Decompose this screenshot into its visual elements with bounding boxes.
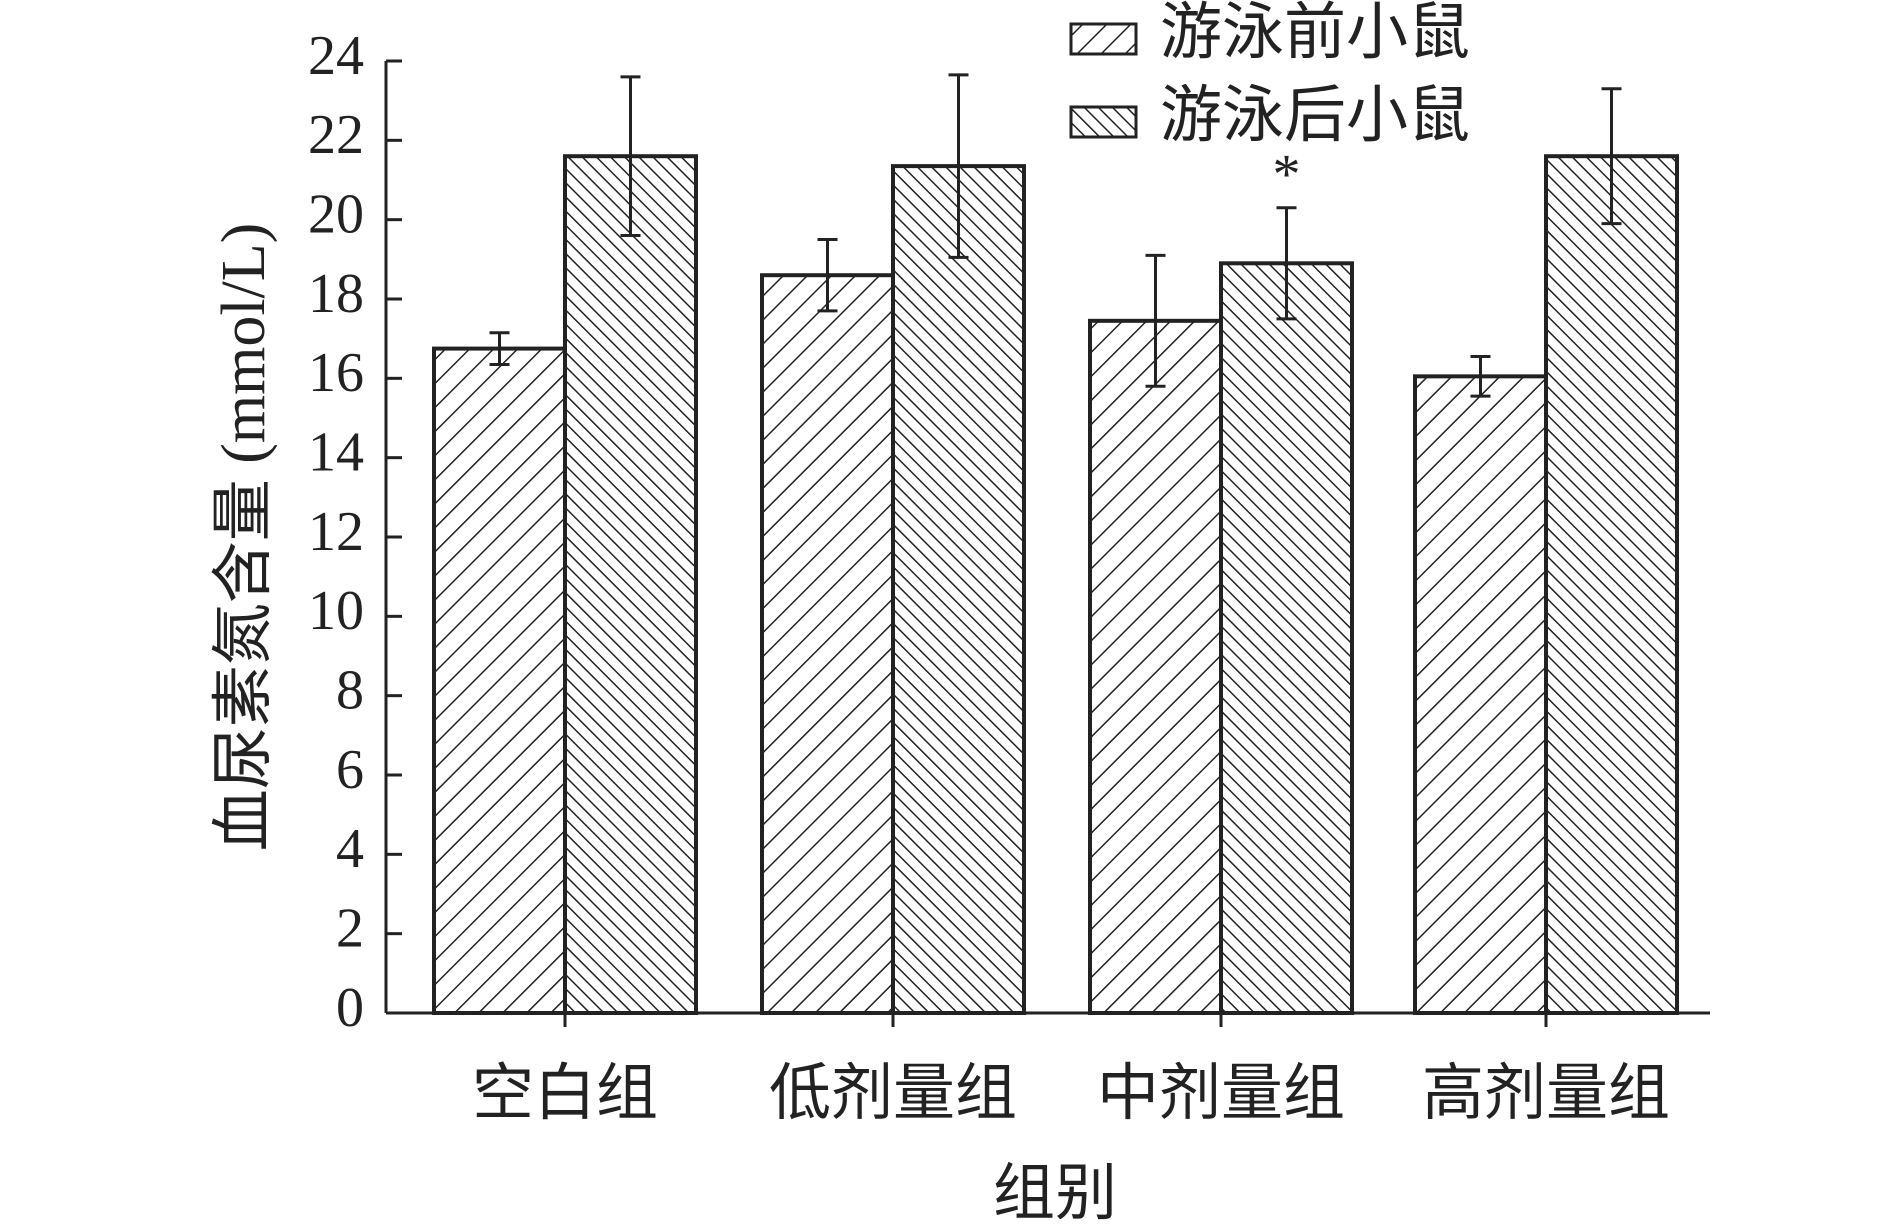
bar — [1413, 374, 1548, 1016]
y-tick-label: 10 — [308, 580, 364, 642]
bar — [891, 164, 1026, 1016]
y-tick-label: 8 — [336, 660, 364, 722]
bar — [1088, 318, 1223, 1016]
y-tick-label: 18 — [308, 263, 364, 325]
legend-label: 游泳前小鼠 — [1160, 0, 1470, 67]
bar — [563, 154, 698, 1015]
annotation: * — [1273, 144, 1301, 206]
bar — [432, 346, 567, 1016]
x-tick-label: 空白组 — [472, 1060, 658, 1128]
legend-label: 游泳后小鼠 — [1160, 82, 1470, 150]
y-tick-label: 24 — [308, 25, 364, 87]
y-tick-label: 22 — [308, 104, 364, 166]
legend-swatch — [1069, 22, 1138, 56]
y-tick-label: 6 — [336, 739, 364, 801]
y-tick-label: 0 — [336, 977, 364, 1039]
x-axis-label: 组别 — [993, 1160, 1117, 1228]
y-tick-label: 2 — [336, 898, 364, 960]
y-tick-label: 14 — [308, 422, 364, 484]
legend-swatch — [1069, 105, 1138, 139]
x-tick-label: 中剂量组 — [1097, 1060, 1345, 1128]
y-tick-label: 12 — [308, 501, 364, 563]
bar — [760, 273, 895, 1015]
x-tick-label: 高剂量组 — [1422, 1060, 1670, 1128]
y-axis-label: 血尿素氮含量 (mmol/L) — [210, 223, 278, 852]
bar — [1544, 154, 1679, 1015]
y-tick-label: 20 — [308, 184, 364, 246]
x-tick-label: 低剂量组 — [769, 1060, 1017, 1128]
y-tick-label: 16 — [308, 342, 364, 404]
y-tick-label: 4 — [336, 818, 364, 880]
bar — [1219, 261, 1354, 1015]
